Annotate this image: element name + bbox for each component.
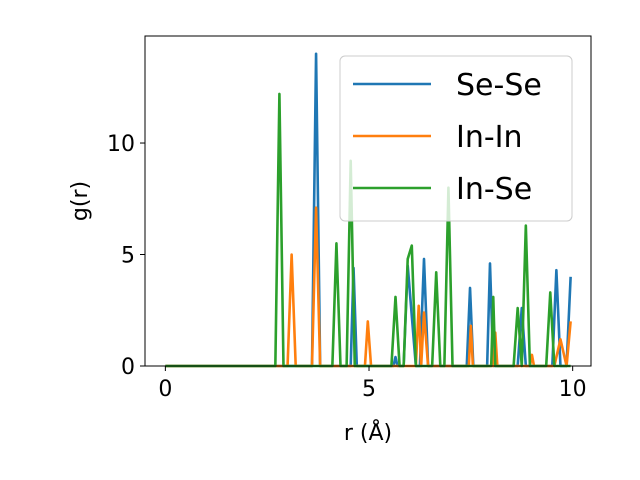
legend-label-in-se: In-Se (456, 172, 532, 207)
y-axis-label: g(r) (68, 181, 93, 221)
x-axis-label: r (Å) (344, 419, 392, 446)
tick-layer: 0 5 10 0 5 10 (107, 132, 587, 402)
y-tick-label: 10 (107, 132, 135, 157)
legend-label-in-in: In-In (456, 120, 523, 155)
plot-area-frame (144, 35, 592, 367)
legend-box (339, 55, 573, 222)
legend-label-se-se: Se-Se (456, 68, 542, 103)
x-tick-label: 0 (158, 377, 172, 402)
y-tick-label: 0 (121, 355, 135, 380)
legend: Se-Se In-In In-Se (339, 55, 573, 222)
x-tick-label: 5 (362, 377, 376, 402)
series-line-in-in (165, 206, 572, 368)
x-tick-label: 10 (559, 377, 587, 402)
y-tick-label: 5 (121, 244, 135, 269)
